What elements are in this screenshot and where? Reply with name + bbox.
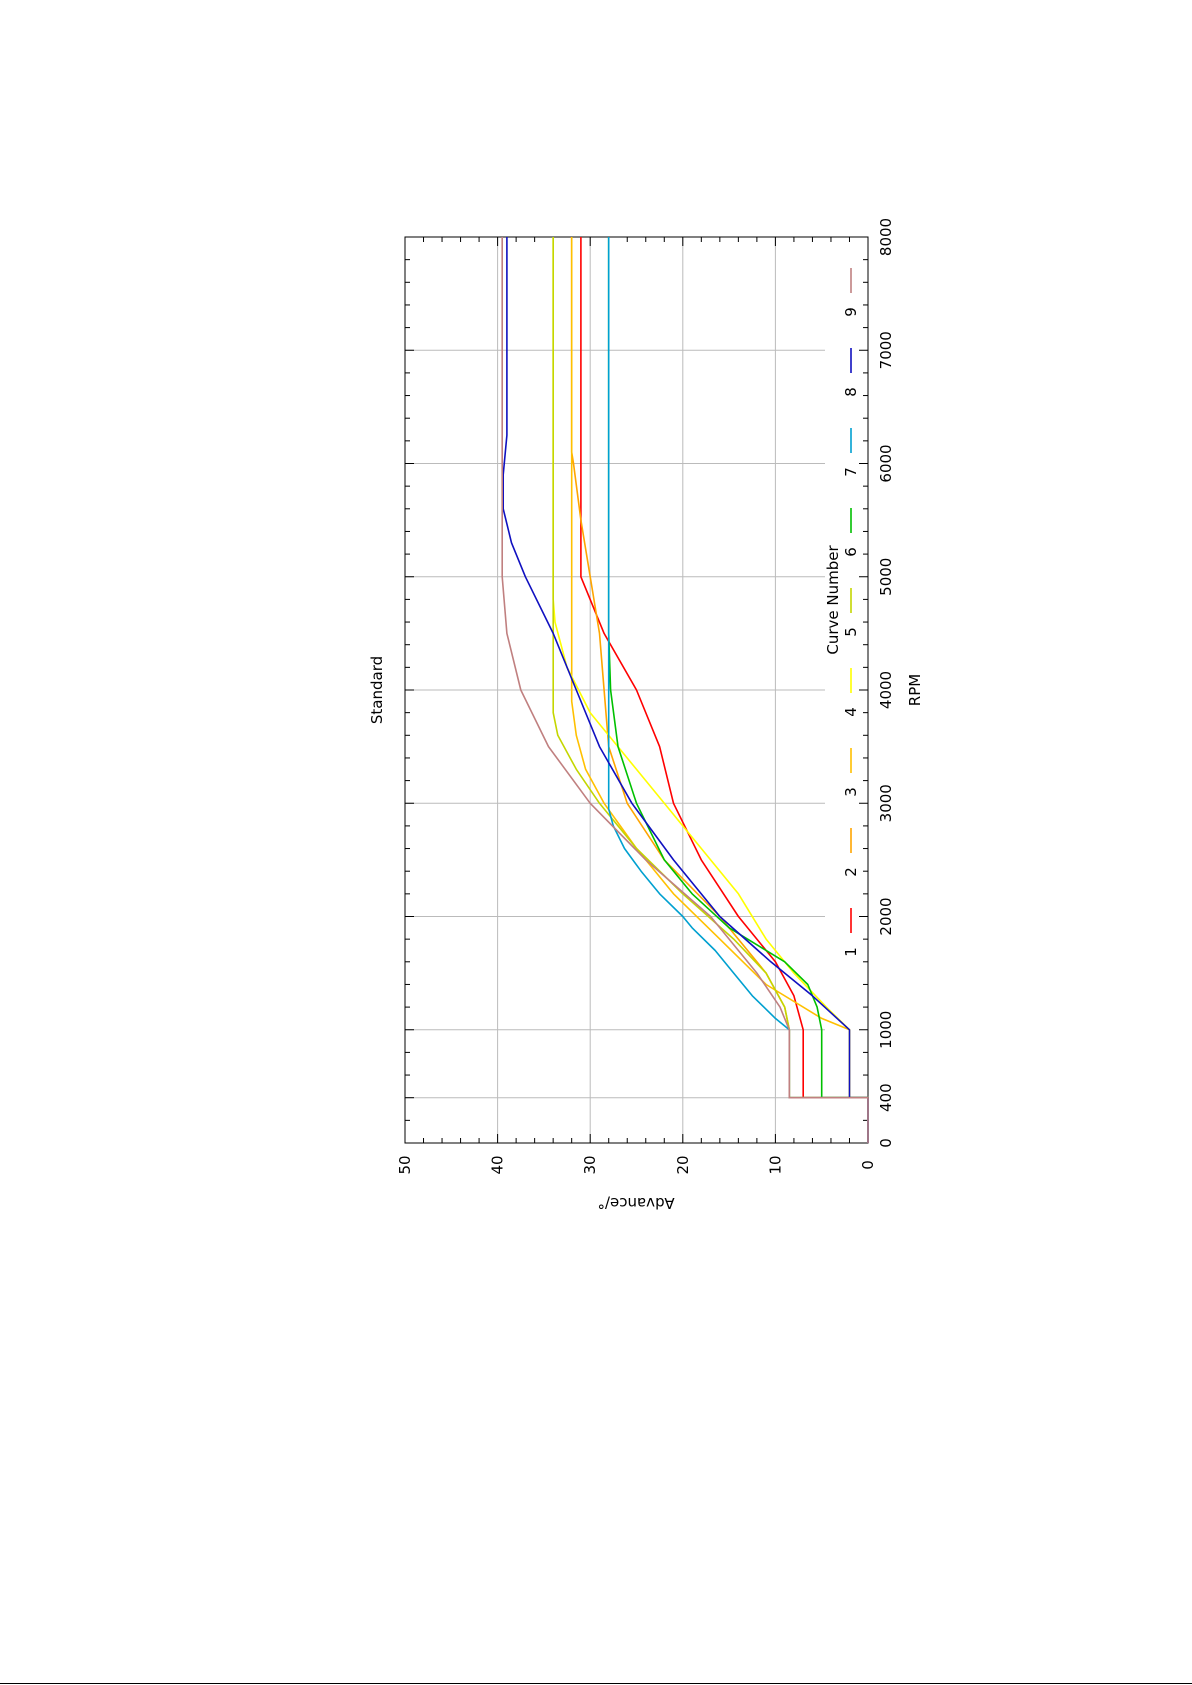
series-line-1 [580,237,869,1143]
x-tick-label-6000: 6000 [877,444,895,482]
x-tick-label-0: 0 [877,1138,895,1148]
page-bottom-border [0,1683,1192,1684]
x-tick-label-2000: 2000 [877,897,895,935]
x-tick-label-1000: 1000 [877,1011,895,1049]
legend-label-8: 8 [842,387,860,397]
chart-title: Standard [368,656,386,724]
legend-title: Curve Number [824,545,842,655]
plot-area: 0 400 1000 2000 3000 4000 5000 6000 7000 8000 0 10 2… [368,218,924,1212]
y-tick-label-10: 10 [766,1155,784,1174]
y-tick-label-0: 0 [859,1160,877,1170]
legend-label-2: 2 [842,867,860,877]
x-axis-title: RPM [906,674,924,706]
legend-label-4: 4 [842,707,860,717]
x-tick-label-3000: 3000 [877,784,895,822]
y-tick-label-40: 40 [489,1155,507,1174]
x-tick-label-7000: 7000 [877,331,895,369]
y-tick-label-50: 50 [396,1155,414,1174]
x-tick-label-400: 400 [877,1083,895,1112]
legend-label-1: 1 [842,947,860,957]
legend-label-6: 6 [842,547,860,557]
legend-label-7: 7 [842,467,860,477]
plot-frame [404,236,869,1144]
legend-label-3: 3 [842,787,860,797]
series-line-9 [501,237,869,1143]
series-line-6 [607,237,869,1143]
legend-label-9: 9 [842,307,860,317]
y-axis-title: Advance/° [597,1194,674,1212]
y-tick-label-30: 30 [581,1155,599,1174]
x-tick-label-8000: 8000 [877,218,895,256]
x-tick-label-4000: 4000 [877,671,895,709]
legend-label-5: 5 [842,627,860,637]
y-tick-label-20: 20 [674,1155,692,1174]
series-line-8 [502,237,869,1143]
x-tick-label-5000: 5000 [877,558,895,596]
